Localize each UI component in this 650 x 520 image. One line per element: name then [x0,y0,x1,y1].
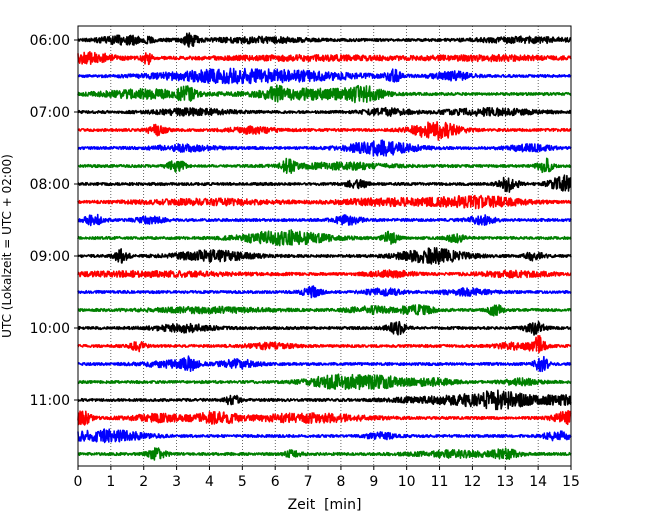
trace-row-11:45 [77,447,572,461]
trace-row-06:30 [77,67,572,85]
trace-row-11:30 [77,428,572,444]
y-tick-label-10:00: 10:00 [30,321,70,337]
x-tick-label-6: 6 [271,474,280,490]
x-tick-label-10: 10 [398,474,416,490]
y-axis-label: UTC (Lokalzeit = UTC + 02:00) [0,154,14,338]
x-tick-label-3: 3 [172,474,181,490]
x-tick-label-13: 13 [496,474,514,490]
x-tick-label-9: 9 [369,474,378,490]
seismic-traces [77,32,572,461]
x-tick-label-5: 5 [238,474,247,490]
trace-row-09:15 [77,269,572,279]
trace-row-10:30 [77,355,572,373]
x-tick-label-4: 4 [205,474,214,490]
y-tick-label-07:00: 07:00 [30,105,70,121]
y-tick-label-11:00: 11:00 [30,393,70,409]
vertical-grid [110,26,539,466]
y-tick-label-09:00: 09:00 [30,249,70,265]
x-tick-label-14: 14 [529,474,547,490]
x-tick-label-1: 1 [106,474,115,490]
x-tick-label-15: 15 [562,474,580,490]
x-tick-label-0: 0 [74,474,83,490]
x-tick-label-7: 7 [304,474,313,490]
plot-frame [77,25,572,467]
trace-row-11:00 [77,389,572,411]
trace-row-10:15 [77,334,572,354]
x-tick-label-8: 8 [336,474,345,490]
trace-row-10:00 [77,320,572,336]
trace-row-07:15 [77,120,572,141]
y-tick-label-08:00: 08:00 [30,177,70,193]
x-axis-label: Zeit [min] [288,497,362,513]
x-tick-label-2: 2 [139,474,148,490]
trace-row-09:00 [77,247,572,265]
trace-row-08:15 [77,194,572,210]
y-axis-ticks: 06:00 07:00 08:00 09:00 10:00 11:00 [30,33,78,409]
trace-row-07:45 [77,157,572,175]
trace-row-06:15 [77,51,572,66]
trace-row-08:45 [77,229,572,247]
trace-row-07:00 [77,106,572,117]
x-axis-ticks: 0 1 2 3 4 5 6 7 8 9 10 11 12 13 14 15 [74,466,580,490]
trace-row-07:30 [77,139,572,157]
trace-row-11:15 [77,409,572,426]
trace-row-09:30 [77,285,572,299]
trace-row-08:00 [77,174,572,193]
trace-row-10:45 [77,373,572,391]
trace-row-06:00 [77,32,572,48]
trace-row-06:45 [77,84,572,104]
x-tick-label-12: 12 [463,474,481,490]
trace-row-08:30 [77,213,572,227]
x-tick-label-11: 11 [431,474,449,490]
y-tick-label-06:00: 06:00 [30,33,70,49]
trace-row-09:45 [77,304,572,317]
